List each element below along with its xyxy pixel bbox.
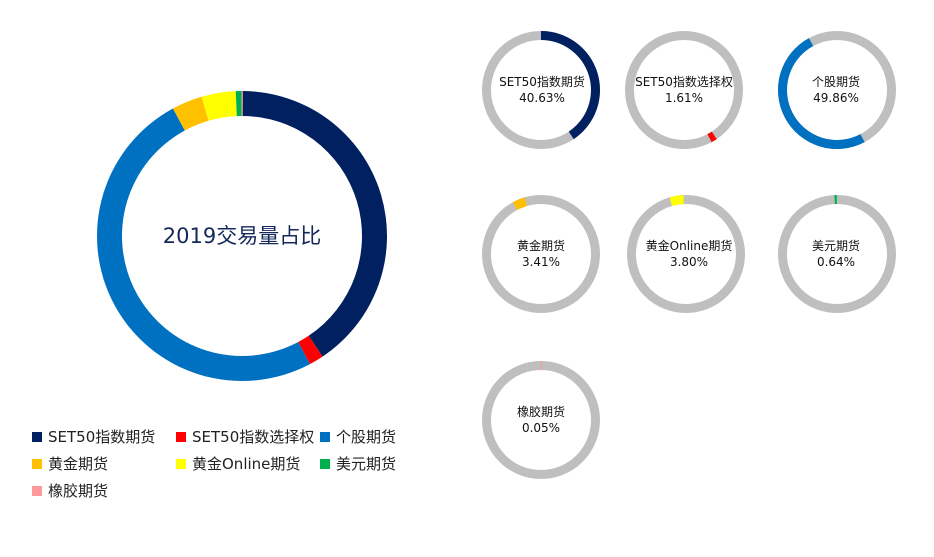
- legend-swatch: [320, 432, 330, 442]
- legend-item-rubber-futures: 橡胶期货: [32, 480, 108, 501]
- small-donut-track: [625, 31, 743, 149]
- small-donut-segment-6: [540, 361, 543, 371]
- legend-item-set50-futures: SET50指数期货: [32, 426, 155, 447]
- legend-item-set50-options: SET50指数选择权: [176, 426, 314, 447]
- legend-swatch: [32, 486, 42, 496]
- legend-swatch: [176, 459, 186, 469]
- main-chart-title: 2019交易量占比: [162, 224, 322, 248]
- small-donut-name: 个股期货: [811, 75, 860, 89]
- small-donut-segment-4: [669, 195, 684, 206]
- legend-label: 美元期货: [336, 455, 397, 473]
- legend-item-stock-futures: 个股期货: [320, 426, 396, 447]
- small-donut-label-usd-futures: 美元期货 0.64%: [781, 238, 891, 270]
- small-donut-value: 3.80%: [669, 255, 709, 269]
- small-donut-value: 49.86%: [813, 91, 859, 105]
- small-donut-value: 3.41%: [521, 255, 561, 269]
- legend-item-gold-futures: 黄金期货: [32, 453, 108, 474]
- legend-swatch: [176, 432, 186, 442]
- donut-slice-1: [298, 335, 323, 365]
- donut-slice-0: [242, 91, 388, 357]
- small-donut-label-set50-options: SET50指数选择权 1.61%: [629, 74, 739, 106]
- small-donut-name: 橡胶期货: [516, 405, 565, 419]
- small-donut-segment-3: [512, 197, 528, 211]
- legend-swatch: [32, 432, 42, 442]
- small-donut-track: [627, 195, 745, 313]
- legend-label: 橡胶期货: [48, 482, 109, 500]
- donut-slice-2: [97, 108, 310, 381]
- legend-label: 黄金Online期货: [192, 455, 301, 473]
- donut-slice-4: [201, 91, 237, 121]
- small-donut-label-gold-futures: 黄金期货 3.41%: [486, 238, 596, 270]
- legend-swatch: [32, 459, 42, 469]
- legend-item-usd-futures: 美元期货: [320, 453, 396, 474]
- small-donut-label-stock-futures: 个股期货 49.86%: [781, 74, 891, 106]
- small-donut-value: 1.61%: [664, 91, 704, 105]
- small-donut-value: 0.64%: [816, 255, 856, 269]
- small-donut-track: [482, 195, 600, 313]
- small-donut-label-set50-futures: SET50指数期货 40.63%: [487, 74, 597, 106]
- small-donut-segment-0: [541, 31, 600, 140]
- small-donut-value: 0.05%: [521, 421, 561, 435]
- donut-slice-3: [172, 96, 209, 131]
- small-donut-name: SET50指数期货: [499, 75, 585, 89]
- legend-label: SET50指数选择权: [192, 428, 315, 446]
- legend-label: 个股期货: [336, 428, 397, 446]
- small-donut-track: [778, 195, 896, 313]
- small-donut-segment-5: [834, 195, 837, 205]
- legend-swatch: [320, 459, 330, 469]
- small-donut-label-gold-online-futures: 黄金Online期货 3.80%: [634, 238, 744, 270]
- small-donut-name: 黄金Online期货: [645, 239, 733, 253]
- small-donut-name: 美元期货: [811, 239, 860, 253]
- small-donut-label-rubber-futures: 橡胶期货 0.05%: [486, 404, 596, 436]
- legend-label: SET50指数期货: [48, 428, 156, 446]
- small-donut-value: 40.63%: [519, 91, 565, 105]
- legend-label: 黄金期货: [48, 455, 109, 473]
- small-donut-name: SET50指数选择权: [635, 75, 733, 89]
- small-donut-segment-1: [707, 131, 717, 143]
- small-donut-segment-2: [777, 38, 865, 150]
- donut-slice-6: [241, 90, 243, 117]
- legend-item-gold-online-futures: 黄金Online期货: [176, 453, 300, 474]
- small-donut-name: 黄金期货: [516, 239, 565, 253]
- donut-slice-5: [235, 91, 242, 117]
